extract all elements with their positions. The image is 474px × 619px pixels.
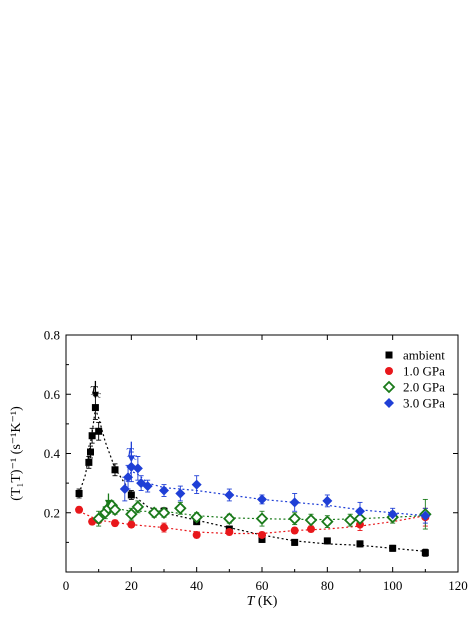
legend-marker [382,380,396,394]
data-point [321,515,334,528]
x-tick-label: 20 [125,578,138,593]
data-point [192,530,201,539]
data-point [95,427,103,435]
data-point [288,512,301,525]
data-point [225,528,234,537]
legend-marker [385,367,393,375]
data-markers [75,404,432,557]
data-point [420,510,431,521]
data-point [85,458,93,466]
fit-line [78,510,426,535]
data-point [190,510,203,524]
data-point [75,505,84,514]
data-point [258,530,266,539]
data-point [323,537,331,545]
data-point [174,502,187,515]
data-point [111,466,119,474]
legend-label: 2.0 GPa [403,380,445,395]
axis-ticks: 0 20 40 60 80 100 120 0.2 0.4 0.6 0.8 [44,328,468,594]
x-axis-label: T (K) [247,594,278,609]
legend-label: ambient [403,348,445,363]
data-point [92,512,105,525]
data-point [289,497,300,508]
tc-arrow-head [91,391,99,399]
y-axis-label: (T₁T)⁻¹ (s⁻¹K⁻¹) [9,406,24,501]
data-point [88,432,96,440]
data-point [304,513,318,527]
data-point [108,503,122,517]
data-point [126,461,137,472]
data-point [125,507,138,521]
data-point [157,506,171,520]
data-point [191,479,202,490]
tc-label: Tc [126,444,137,461]
tc-label: Tc [90,382,101,399]
data-point [224,489,235,500]
data-point [355,506,365,517]
data-point [127,520,136,529]
data-point [322,495,333,506]
data-point [123,472,134,483]
y-tick-label: 0.8 [44,328,60,343]
data-point [91,404,99,412]
x-tick-label: 0 [63,578,70,593]
data-point [389,544,397,552]
legend-marker [384,398,394,408]
data-point [127,491,135,499]
x-tick-label: 100 [383,578,403,593]
data-point [142,481,153,492]
tc-arrow-head [104,499,112,507]
data-point [160,523,168,532]
tc-arrow-head [127,455,135,463]
annotations: Tc Tc [90,380,137,507]
fit-line [124,470,426,517]
y-tick-label: 0.2 [44,505,60,520]
y-tick-label: 0.4 [44,446,61,461]
data-point [290,526,299,535]
data-point [223,512,236,525]
data-point [175,488,186,499]
data-point [111,519,119,528]
data-point [421,549,429,557]
data-point [356,540,364,548]
data-point [119,484,130,495]
data-point [343,513,357,527]
data-point [257,494,267,505]
data-point [132,463,143,474]
x-tick-label: 60 [256,578,269,593]
legend-label: 3.0 GPa [403,396,445,411]
data-point [307,525,315,534]
data-point [291,538,299,546]
x-tick-label: 40 [190,578,203,593]
data-point [75,489,83,497]
x-tick-label: 120 [448,578,468,593]
data-point [387,509,398,520]
data-point [131,500,145,514]
data-point [159,485,169,496]
data-point [258,535,266,543]
data-point [147,506,161,520]
y-tick-label: 0.6 [44,387,61,402]
legend-label: 1.0 GPa [403,364,445,379]
data-point [353,512,367,525]
x-tick-label: 80 [321,578,334,593]
data-point [255,512,269,525]
data-point [87,448,94,456]
legend-marker [385,351,393,359]
